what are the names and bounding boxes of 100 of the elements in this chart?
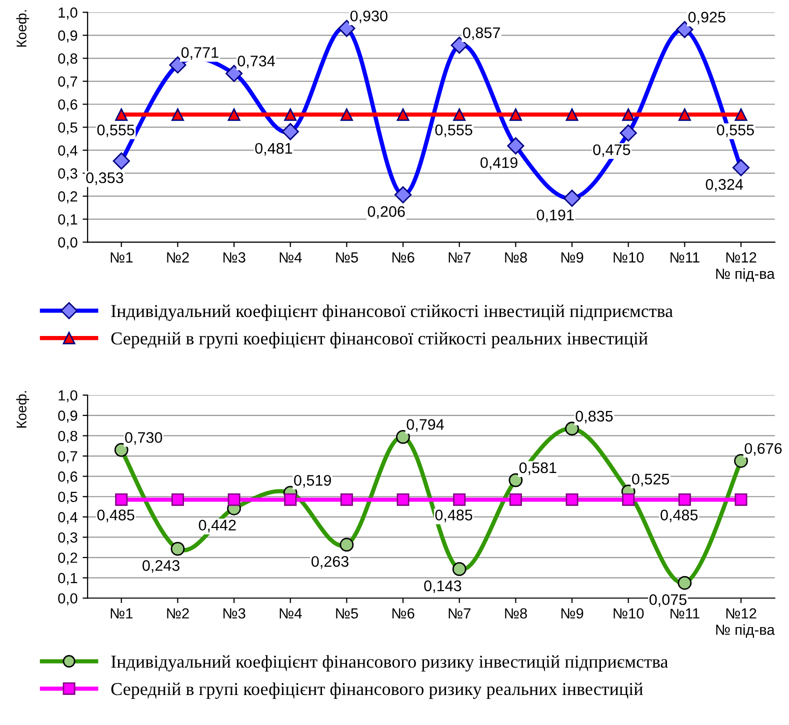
point [453,108,466,121]
point [566,108,578,121]
point [171,108,184,121]
data-label: 0,419 [480,157,518,170]
y-tick-label: 0,0 [58,593,78,606]
x-axis-title: № під-ва [716,624,775,638]
y-tick-label: 0,7 [58,451,78,464]
x-tick-label: №6 [392,252,414,263]
data-label: 0,734 [238,56,275,68]
data-label: 0,243 [142,560,180,573]
data-label: 0,555 [716,124,754,138]
y-tick-label: 0,2 [58,552,78,565]
data-label: 0,075 [649,594,686,607]
point [509,108,522,121]
x-tick-label: №10 [614,608,644,619]
point [171,493,184,506]
data-label: 0,263 [312,556,348,569]
data-label: 0,857 [463,27,500,40]
x-tick-label: №4 [280,252,302,262]
y-tick-label: 0,0 [58,237,78,250]
point [453,493,466,506]
point [228,493,240,506]
y-tick-label: 0,6 [58,99,78,112]
y-axis-title: Коеф. [16,391,30,428]
x-tick-label: №12 [726,252,756,262]
data-label: 0,519 [294,474,331,488]
x-axis-title: № під-ва [716,268,775,282]
point [678,108,691,121]
data-label: 0,555 [97,124,134,138]
x-tick-label: №7 [448,608,470,618]
y-tick-label: 0,4 [58,512,78,524]
point [228,108,240,121]
point [678,493,691,506]
y-tick-label: 0,1 [58,214,78,226]
y-tick-label: 0,8 [58,53,78,66]
data-label: 0,191 [536,210,574,222]
y-axis-title: Коеф. [16,10,30,47]
point [284,493,297,506]
y-tick-label: 0,4 [58,145,78,158]
data-label: 0,925 [688,12,726,24]
y-tick-label: 0,7 [58,76,78,88]
point [734,493,748,506]
x-tick-label: №8 [505,608,527,619]
data-label: 0,485 [660,510,698,522]
data-label: 0,794 [406,419,444,432]
data-label: 0,485 [97,510,134,522]
x-tick-label: №3 [224,608,246,619]
point [566,493,578,506]
legend-label: Середній в групі коефіцієнт фінансового ризику реальних інвестицій [111,682,643,699]
data-label: 0,442 [198,520,236,532]
data-label: 0,206 [368,206,405,219]
point [115,108,128,121]
x-tick-label: №7 [448,252,470,262]
point [340,493,353,506]
point [396,108,410,121]
y-tick-label: 1,0 [58,7,78,20]
x-tick-label: №11 [670,608,700,618]
y-tick-label: 0,8 [58,430,78,443]
y-tick-label: 0,1 [58,572,78,585]
data-label: 0,143 [424,580,462,594]
x-tick-label: №5 [336,608,358,619]
y-tick-label: 0,5 [58,122,78,134]
data-label: 0,930 [350,10,388,24]
x-tick-label: №6 [392,608,414,619]
x-tick-label: №2 [167,252,189,262]
x-tick-label: №9 [561,252,584,263]
point [340,108,353,121]
legend-label: Індивідуальний коефіцієнт фінансової стійкості інвестицій підприємства [111,304,673,321]
x-tick-label: №2 [167,608,189,618]
point [396,493,410,506]
x-tick-label: №10 [614,252,644,263]
x-tick-label: №1 [110,252,133,262]
y-tick-label: 0,9 [58,410,78,423]
data-label: 0,676 [744,443,782,456]
y-tick-label: 0,3 [58,532,78,544]
x-tick-label: №4 [280,608,302,618]
point [622,108,635,121]
point [509,493,522,506]
y-tick-label: 0,2 [58,191,78,204]
y-tick-label: 0,9 [58,30,78,42]
data-label: 0,525 [632,474,670,486]
data-label: 0,353 [86,172,124,185]
x-tick-label: №3 [224,252,246,263]
data-label: 0,485 [435,510,472,522]
data-label: 0,481 [255,142,292,156]
x-tick-label: №8 [505,252,527,263]
y-tick-label: 0,6 [58,471,78,484]
point [734,108,748,121]
legend-label: Індивідуальний коефіцієнт фінансового ризику інвестицій підприємства [111,655,668,672]
legend-label: Середній в групі коефіцієнт фінансової стійкості реальних інвестицій [111,332,648,348]
x-tick-label: №9 [561,608,584,619]
data-label: 0,475 [593,144,630,157]
x-tick-label: №12 [726,608,756,618]
x-tick-label: №11 [670,252,700,262]
point [115,493,128,506]
x-tick-label: №1 [110,608,133,618]
data-label: 0,730 [125,432,162,445]
data-label: 0,324 [706,179,744,192]
data-label: 0,581 [519,462,556,475]
data-label: 0,835 [576,410,613,424]
